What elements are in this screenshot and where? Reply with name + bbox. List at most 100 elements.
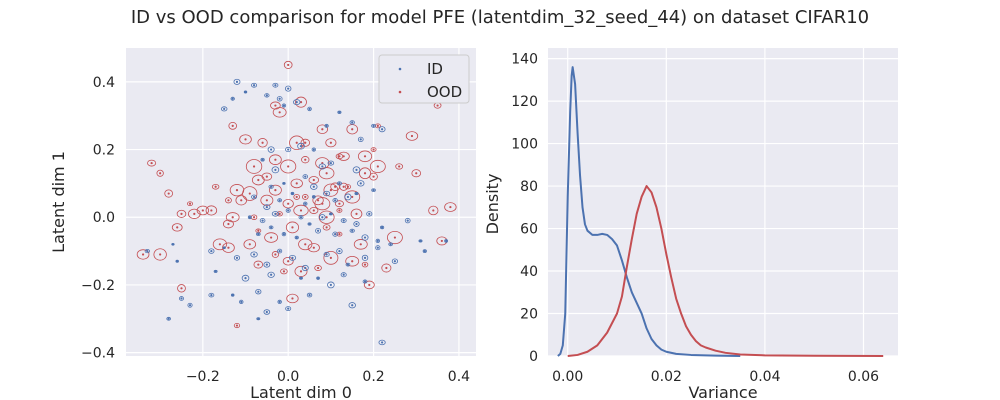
id-point	[180, 297, 183, 300]
density-y-tick-label: 140	[511, 52, 538, 68]
ood-uncertainty-ellipse	[318, 210, 335, 224]
id-point	[274, 84, 277, 87]
id-uncertainty-ellipse	[281, 232, 287, 237]
ood-point	[321, 202, 324, 205]
ood-uncertainty-ellipse	[153, 248, 167, 261]
id-uncertainty-ellipse	[328, 212, 333, 216]
ood-uncertainty-ellipse	[336, 208, 343, 213]
ood-point	[304, 141, 307, 144]
ood-point	[359, 243, 362, 246]
id-point	[270, 148, 273, 151]
ood-point	[410, 134, 414, 138]
id-point	[308, 222, 311, 226]
ood-point	[201, 209, 204, 212]
id-point	[291, 256, 294, 259]
id-point	[240, 300, 243, 303]
id-uncertainty-ellipse	[375, 245, 381, 251]
id-point	[188, 304, 192, 307]
ood-point	[167, 192, 170, 195]
id-uncertainty-ellipse	[378, 126, 386, 133]
id-uncertainty-ellipse	[268, 184, 274, 189]
id-uncertainty-ellipse	[233, 78, 241, 85]
id-uncertainty-ellipse	[366, 211, 373, 217]
id-uncertainty-ellipse	[276, 96, 283, 102]
ood-uncertainty-ellipse	[353, 239, 368, 250]
id-uncertainty-ellipse	[375, 238, 381, 244]
ood-point	[287, 202, 290, 205]
ood-uncertainty-ellipse	[308, 176, 320, 184]
ood-point	[291, 226, 294, 229]
id-point	[321, 165, 324, 168]
ood-point	[274, 189, 277, 192]
ood-point	[299, 270, 303, 273]
ood-uncertainty-ellipse	[428, 205, 439, 216]
id-point	[312, 185, 315, 188]
id-uncertainty-ellipse	[391, 258, 399, 264]
ood-uncertainty-ellipse	[300, 138, 311, 147]
id-uncertainty-ellipse	[299, 276, 303, 280]
ood-point	[248, 192, 251, 195]
id-point	[235, 80, 239, 83]
ood-point	[329, 256, 332, 259]
ood-uncertainty-ellipse	[314, 197, 331, 211]
ood-uncertainty-ellipse	[271, 251, 280, 258]
ood-point	[159, 172, 162, 175]
ood-uncertainty-ellipse	[344, 184, 352, 190]
ood-uncertainty-ellipse	[369, 159, 386, 173]
ood-uncertainty-ellipse	[323, 183, 339, 197]
id-point	[346, 195, 350, 199]
ood-uncertainty-ellipse	[444, 202, 457, 212]
ood-uncertainty-ellipse	[196, 205, 209, 216]
ood-point	[393, 236, 397, 239]
id-uncertainty-ellipse	[294, 235, 299, 240]
id-uncertainty-ellipse	[285, 306, 292, 311]
id-uncertainty-ellipse	[349, 228, 355, 233]
id-point	[304, 266, 307, 270]
id-uncertainty-ellipse	[272, 82, 279, 88]
id-point	[308, 107, 311, 111]
id-uncertainty-ellipse	[230, 96, 235, 101]
id-point	[257, 233, 260, 236]
ood-point	[287, 260, 290, 263]
ood-uncertainty-ellipse	[314, 265, 322, 271]
ood-point	[257, 263, 260, 266]
density-y-tick-label: 100	[511, 137, 538, 153]
ood-point	[235, 189, 239, 192]
ood-point	[304, 195, 307, 199]
id-point	[265, 263, 268, 266]
scatter-x-tick-label: 0.2	[362, 369, 384, 385]
id-uncertainty-ellipse	[259, 218, 266, 224]
id-uncertainty-ellipse	[208, 292, 215, 298]
ood-uncertainty-ellipse	[147, 159, 157, 167]
id-uncertainty-ellipse	[293, 99, 301, 106]
ood-uncertainty-ellipse	[295, 96, 307, 108]
id-point	[210, 249, 213, 253]
id-point	[176, 260, 179, 263]
ood-point	[368, 283, 371, 287]
ood-point	[299, 209, 303, 212]
ood-uncertainty-ellipse	[318, 167, 335, 180]
scatter-id-markers	[144, 78, 449, 346]
id-point	[231, 293, 234, 297]
id-uncertainty-ellipse	[288, 254, 297, 261]
ood-point	[355, 212, 358, 215]
id-uncertainty-ellipse	[353, 221, 360, 227]
ood-point	[338, 155, 341, 158]
id-point	[223, 107, 226, 111]
ood-uncertainty-ellipse	[325, 138, 337, 148]
id-uncertainty-ellipse	[251, 194, 258, 200]
id-uncertainty-ellipse	[302, 174, 309, 179]
id-uncertainty-ellipse	[336, 181, 343, 186]
id-point	[338, 182, 341, 185]
id-point	[308, 293, 311, 297]
ood-uncertainty-ellipse	[370, 147, 377, 152]
ood-point	[325, 226, 328, 229]
id-point	[355, 192, 358, 195]
id-point	[363, 280, 367, 283]
ood-uncertainty-ellipse	[261, 172, 273, 181]
ood-point	[218, 243, 222, 246]
ood-uncertainty-ellipse	[228, 121, 237, 130]
ood-uncertainty-ellipse	[381, 263, 392, 273]
id-point	[287, 148, 290, 151]
